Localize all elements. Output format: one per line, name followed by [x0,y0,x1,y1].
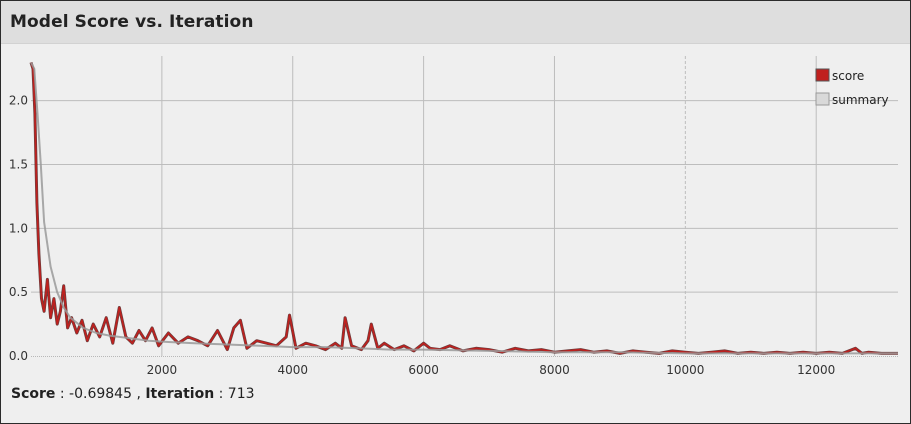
legend-label-summary[interactable]: summary [832,93,889,107]
iteration-value: 713 [227,386,255,402]
x-tick-label: 2000 [147,363,178,376]
y-tick-label: 0.5 [9,285,28,299]
chart-title: Model Score vs. Iteration [10,12,254,32]
score-series-line [30,62,898,355]
y-tick-label: 1.0 [9,221,28,235]
score-label: Score [11,386,56,402]
gridlines [31,56,898,357]
summary-series-line [30,61,898,355]
x-tick-label: 12000 [797,363,835,376]
title-bar: Model Score vs. Iteration [1,1,910,44]
status-comma: , [136,386,146,402]
x-axis-ticks: 2000 4000 6000 8000 10000 12000 [147,363,836,376]
series-lines [29,61,898,355]
x-tick-label: 8000 [539,363,570,376]
legend-label-score[interactable]: score [832,69,864,83]
x-tick-label: 4000 [277,363,308,376]
iteration-separator: : [218,386,228,402]
score-series-outline [29,61,898,355]
y-tick-label: 1.5 [9,158,28,172]
y-tick-label: 0.0 [9,349,28,363]
y-axis-ticks: 0.0 0.5 1.0 1.5 2.0 [9,94,28,363]
score-separator: : [59,386,70,402]
status-line: Score : -0.69845 , Iteration : 713 [11,386,255,402]
score-value: -0.69845 [69,386,132,402]
x-tick-label: 10000 [666,363,704,376]
legend[interactable]: score summary [815,68,889,107]
y-tick-label: 2.0 [9,94,28,108]
iteration-label: Iteration [145,386,215,402]
legend-swatch-summary[interactable] [815,92,830,106]
plot-area: 0.0 0.5 1.0 1.5 2.0 2000 4000 6000 8000 10000 120… [9,56,898,376]
legend-swatch-score[interactable] [815,68,830,82]
x-tick-label: 6000 [408,363,439,376]
